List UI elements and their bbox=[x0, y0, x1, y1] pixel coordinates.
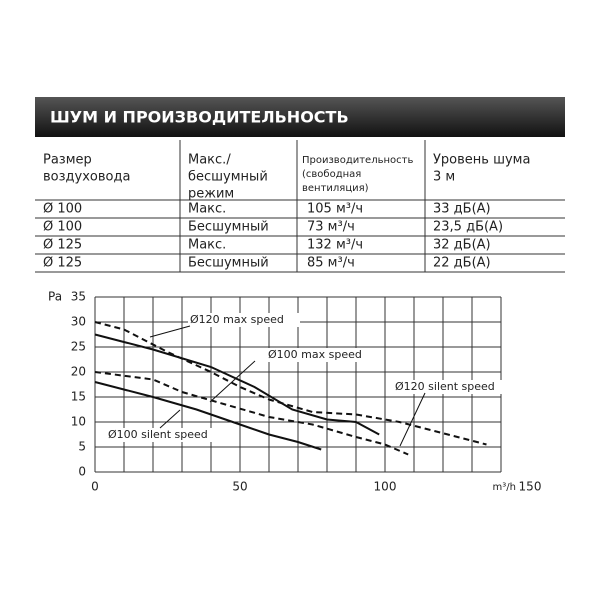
header-cell: режим bbox=[188, 187, 234, 202]
header-cell: (свободная bbox=[302, 169, 361, 180]
cell: Макс. bbox=[188, 202, 226, 217]
chart: 0 5 10 15 20 25 30 35 0 50 100 150 Pa m³/h Ø100 max sp… bbox=[48, 290, 541, 494]
header-cell: 3 м bbox=[433, 170, 455, 185]
cell: Бесшумный bbox=[188, 256, 269, 271]
cell: Ø 100 bbox=[43, 220, 82, 235]
header-cell: бесшумный bbox=[188, 170, 268, 185]
series-line bbox=[94, 333, 380, 436]
cell: 23,5 дБ(А) bbox=[433, 220, 503, 235]
cell: 33 дБ(А) bbox=[433, 202, 491, 217]
label-bg bbox=[393, 380, 505, 394]
cell: 32 дБ(А) bbox=[433, 238, 491, 253]
x-axis-label: m³/h bbox=[493, 482, 516, 493]
x-tick-label: 150 bbox=[519, 480, 542, 494]
series-label: Ø100 silent speed bbox=[108, 428, 208, 441]
series-line bbox=[94, 321, 487, 446]
y-tick-label: 0 bbox=[78, 465, 86, 479]
leader-line bbox=[159, 409, 181, 429]
cell: 22 дБ(А) bbox=[433, 256, 491, 271]
label-bg bbox=[188, 313, 300, 327]
y-axis-label: Pa bbox=[48, 290, 62, 304]
series-line bbox=[94, 381, 322, 451]
y-tick-label: 5 bbox=[78, 440, 86, 454]
y-tick-label: 20 bbox=[71, 365, 86, 379]
label-bg bbox=[106, 428, 218, 442]
series-line bbox=[94, 371, 409, 456]
series-label: Ø100 max speed bbox=[268, 348, 362, 361]
leader-line bbox=[209, 360, 256, 403]
leader-line bbox=[399, 392, 426, 447]
series-label: Ø120 silent speed bbox=[395, 380, 495, 393]
header-cell: воздуховода bbox=[43, 170, 130, 185]
x-tick-label: 100 bbox=[374, 480, 397, 494]
table: Размер воздуховода Макс./ бесшумный режим Про… bbox=[35, 139, 565, 273]
series-label: Ø120 max speed bbox=[190, 313, 284, 326]
label-bg bbox=[266, 348, 378, 362]
cell: 85 м³/ч bbox=[307, 256, 355, 271]
title: ШУМ И ПРОИЗВОДИТЕЛЬНОСТЬ bbox=[50, 108, 349, 127]
title-bar bbox=[35, 97, 565, 137]
cell: 73 м³/ч bbox=[307, 220, 355, 235]
header-cell: Производительность bbox=[302, 155, 413, 166]
y-tick-label: 35 bbox=[71, 290, 86, 304]
cell: Ø 125 bbox=[43, 256, 82, 271]
cell: Ø 100 bbox=[43, 202, 82, 217]
cell: Ø 125 bbox=[43, 238, 82, 253]
x-tick-label: 50 bbox=[232, 480, 247, 494]
cell: 105 м³/ч bbox=[307, 202, 363, 217]
cell: 132 м³/ч bbox=[307, 238, 363, 253]
y-tick-label: 10 bbox=[71, 415, 86, 429]
header-cell: вентиляция) bbox=[302, 183, 369, 194]
header-cell: Макс./ bbox=[188, 153, 231, 168]
cell: Бесшумный bbox=[188, 220, 269, 235]
x-tick-label: 0 bbox=[91, 480, 99, 494]
y-tick-label: 15 bbox=[71, 390, 86, 404]
y-tick-label: 30 bbox=[71, 315, 86, 329]
header-cell: Размер bbox=[43, 153, 92, 168]
y-tick-label: 25 bbox=[71, 340, 86, 354]
cell: Макс. bbox=[188, 238, 226, 253]
header-cell: Уровень шума bbox=[433, 153, 530, 168]
leader-line bbox=[149, 325, 191, 338]
